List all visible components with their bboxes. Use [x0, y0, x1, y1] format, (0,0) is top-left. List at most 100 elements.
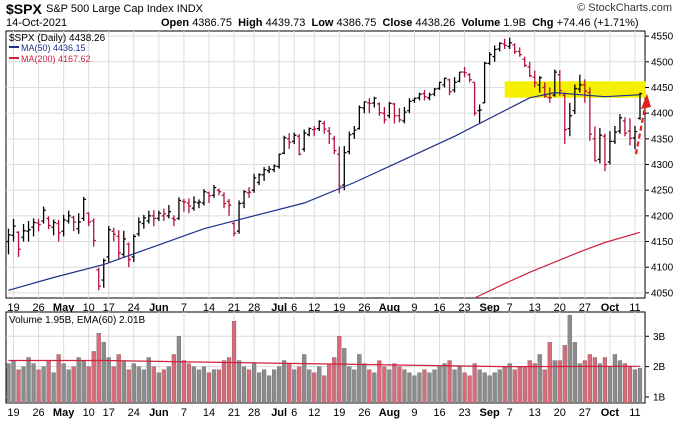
- price-bar: [281, 135, 287, 155]
- price-bar: [437, 81, 442, 91]
- close-value: 4438.26: [415, 17, 456, 29]
- price-bar: [517, 47, 522, 57]
- low-value: 4386.75: [336, 17, 377, 29]
- price-x-tick-label: 19: [333, 302, 345, 314]
- volume-bar: [407, 372, 412, 404]
- volume-bar: [547, 342, 552, 404]
- volume-bar: [81, 360, 86, 404]
- price-x-tick-label: Aug: [379, 302, 400, 314]
- price-bar: [422, 90, 427, 101]
- price-bar: [136, 217, 142, 237]
- chg-value: +74.46 (+1.71%): [556, 17, 639, 29]
- volume-legend: Volume 1.95B, EMA(60) 2.01B: [9, 315, 146, 326]
- volume-bar: [256, 372, 262, 404]
- volume-bar: [527, 360, 532, 404]
- volume-bar: [121, 360, 126, 404]
- price-bar: [156, 210, 162, 221]
- price-bar: [271, 164, 277, 173]
- volume-bar: [397, 366, 402, 404]
- volume-bar: [327, 363, 332, 404]
- price-x-tick-label: 26: [358, 302, 370, 314]
- volume-x-tick-label: 6: [291, 407, 297, 419]
- price-bar: [261, 167, 267, 181]
- volume-bar: [532, 363, 537, 404]
- volume-bar: [221, 360, 227, 404]
- price-x-tick-label: 7: [181, 302, 187, 314]
- volume-y-tick-label: 3B: [653, 332, 666, 343]
- price-bar: [497, 42, 502, 52]
- price-bar: [161, 208, 167, 221]
- price-y-tick-label: 4400: [651, 109, 674, 120]
- price-bar: [457, 71, 462, 83]
- price-y-tick-label: 4550: [651, 32, 674, 43]
- price-bar: [302, 129, 307, 152]
- breakout-arrow: [634, 93, 651, 155]
- volume-bar: [632, 369, 638, 404]
- volume-x-tick-label: 21: [228, 407, 240, 419]
- volume-bar: [166, 366, 171, 404]
- volume-bar: [251, 363, 257, 404]
- price-bar: [131, 234, 136, 263]
- volume-bar: [442, 363, 447, 404]
- volume-bar: [186, 363, 192, 404]
- volume-bar: [497, 369, 502, 404]
- price-bar: [537, 76, 542, 93]
- volume-bar: [502, 366, 507, 404]
- price-bar: [236, 200, 242, 234]
- price-bar: [296, 134, 302, 156]
- price-bar: [562, 92, 568, 144]
- volume-bar: [46, 360, 51, 404]
- volume-bar: [136, 366, 141, 404]
- price-bar: [332, 135, 337, 155]
- legend-ma200: MA(200) 4167.62: [21, 54, 91, 64]
- price-bar: [266, 166, 272, 174]
- volume-bar: [377, 360, 382, 404]
- volume-x-tick-label: May: [53, 407, 75, 419]
- volume-bar: [191, 366, 197, 404]
- volume-y-axis: 1B 2B 3B: [645, 332, 666, 403]
- price-y-tick-label: 4300: [651, 160, 674, 171]
- volume-bar: [146, 357, 151, 404]
- price-x-tick-label: 19: [7, 302, 19, 314]
- price-bar: [246, 187, 252, 198]
- price-bar: [632, 125, 638, 150]
- price-x-tick-label: 11: [629, 302, 640, 314]
- arrow-shaft: [634, 106, 647, 155]
- price-x-tick-label: 26: [32, 302, 44, 314]
- volume-x-tick-label: 23: [458, 407, 470, 419]
- volume-x-axis: 19 26 May 10 17 24 Jun 7 14 21 28 Jul 6 12 19 26 Aug 9 16 2…: [7, 407, 640, 419]
- price-bar: [226, 198, 232, 216]
- price-bar: [66, 210, 71, 224]
- volume-bar: [31, 363, 36, 404]
- volume-bar: [592, 357, 597, 404]
- volume-bar: [16, 369, 21, 404]
- volume-x-tick-label: Jun: [149, 407, 169, 419]
- price-y-tick-label: 4350: [651, 134, 674, 145]
- price-x-tick-label: 17: [103, 302, 115, 314]
- price-bar: [327, 127, 332, 144]
- volume-bar: [171, 354, 176, 404]
- volume-bar: [422, 369, 427, 404]
- price-bar: [166, 205, 172, 219]
- price-bar: [46, 216, 51, 230]
- volume-bar: [402, 369, 407, 404]
- volume-bar: [131, 363, 136, 404]
- price-x-tick-label: Jul: [271, 302, 287, 314]
- volume-bar: [492, 372, 497, 404]
- volume-x-tick-label: 7: [181, 407, 187, 419]
- volume-bar: [11, 360, 16, 404]
- volume-bar: [151, 366, 156, 404]
- volume-bar: [176, 336, 182, 404]
- volume-bar: [392, 363, 397, 404]
- price-bar: [61, 214, 66, 237]
- price-bar: [592, 126, 598, 162]
- chart-date: 14-Oct-2021: [6, 17, 68, 29]
- price-x-tick-label: 13: [529, 302, 541, 314]
- chart-header: $SPX S&P 500 Large Cap Index INDX 14-Oct…: [0, 0, 680, 32]
- volume-bar: [482, 372, 487, 404]
- stockcharts-brand[interactable]: © StockCharts.com: [577, 2, 672, 14]
- price-y-tick-label: 4500: [651, 57, 674, 68]
- price-bar: [206, 191, 212, 204]
- price-y-tick-label: 4100: [651, 263, 674, 274]
